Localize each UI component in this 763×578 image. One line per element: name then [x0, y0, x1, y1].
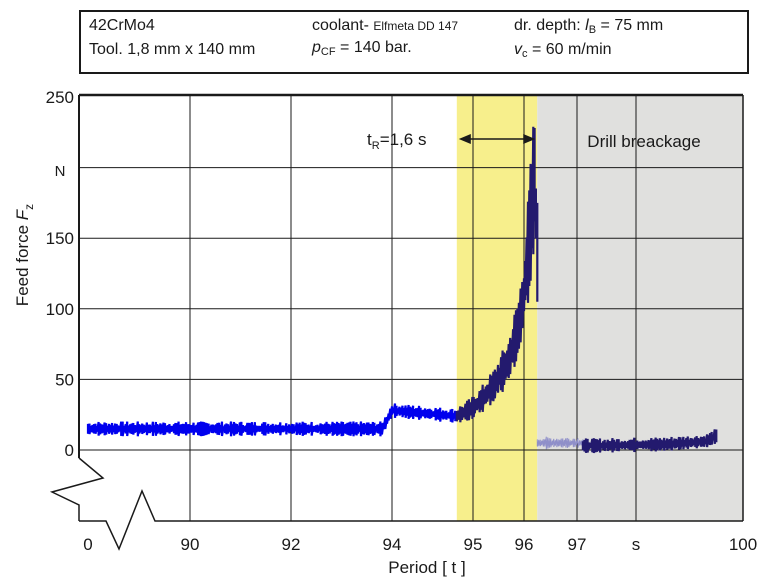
- pressure-sub: CF: [320, 46, 336, 58]
- y-axis-title: Feed force Fz: [13, 204, 36, 306]
- x-axis-break-mark: [79, 489, 743, 551]
- speed-label: vc = 60 m/min: [514, 41, 612, 63]
- y-tick-label: 50: [55, 370, 74, 389]
- region-drill-breakage: [537, 95, 743, 521]
- x-tick-label: 97: [568, 535, 587, 554]
- x-tick-label: 94: [383, 535, 402, 554]
- coolant-name: Elfmeta DD 147: [373, 19, 459, 33]
- x-tick-label: 95: [464, 535, 483, 554]
- header-box: 42CrMo4 Tool. 1,8 mm x 140 mm coolant- E…: [79, 10, 749, 74]
- pressure-value: = 140 bar.: [335, 39, 412, 56]
- tr-arrow-head-left: [458, 134, 471, 144]
- labels: 0 50 100 150 250 N 0 90 92 94 95 96 97 s 100 Period [ t…: [13, 88, 757, 577]
- region-yellow: [456, 95, 538, 521]
- tr-annotation-label: tR=1,6 s: [367, 130, 426, 152]
- tr-arrow-head-right: [523, 134, 536, 144]
- y-tick-label: 0: [65, 441, 74, 460]
- depth-label: dr. depth: lB = 75 mm: [514, 17, 663, 39]
- coolant-prefix: coolant-: [312, 17, 369, 34]
- series-3-line: [581, 429, 718, 454]
- y-unit-label: N: [55, 163, 66, 180]
- series-0-line: [86, 403, 458, 437]
- coolant-label: coolant- Elfmeta DD 147: [312, 17, 458, 35]
- speed-symbol: v: [514, 41, 522, 58]
- pressure-label: pCF = 140 bar.: [312, 39, 412, 61]
- x-tick-label: 0: [83, 535, 92, 554]
- y-tick-label: 100: [46, 300, 74, 319]
- series-1-line: [455, 126, 539, 423]
- depth-symbol: l: [585, 17, 589, 34]
- pressure-symbol: p: [312, 39, 321, 56]
- grid: [79, 95, 743, 521]
- x-tick-label: 92: [282, 535, 301, 554]
- y-tick-label: 150: [46, 229, 74, 248]
- y-tick-label: 250: [46, 88, 74, 107]
- series-group: [86, 126, 718, 454]
- regions: [456, 95, 743, 521]
- x-tick-label: 100: [729, 535, 757, 554]
- x-tick-label: s: [632, 535, 641, 554]
- tool-label: Tool. 1,8 mm x 140 mm: [89, 41, 256, 58]
- frame: [49, 93, 744, 551]
- x-axis-title: Period [ t ]: [388, 558, 465, 577]
- drill-breakage-label: Drill breackage: [587, 132, 700, 151]
- speed-value: = 60 m/min: [527, 41, 612, 58]
- speed-sub: c: [522, 48, 528, 60]
- depth-prefix: dr. depth:: [514, 17, 586, 34]
- depth-value: = 75 mm: [596, 17, 664, 34]
- material-label: 42CrMo4: [89, 17, 155, 34]
- x-tick-label: 96: [515, 535, 534, 554]
- depth-sub: B: [588, 24, 597, 36]
- series-2-line: [536, 436, 584, 450]
- x-tick-label: 90: [181, 535, 200, 554]
- y-axis-break-mark: [49, 457, 105, 521]
